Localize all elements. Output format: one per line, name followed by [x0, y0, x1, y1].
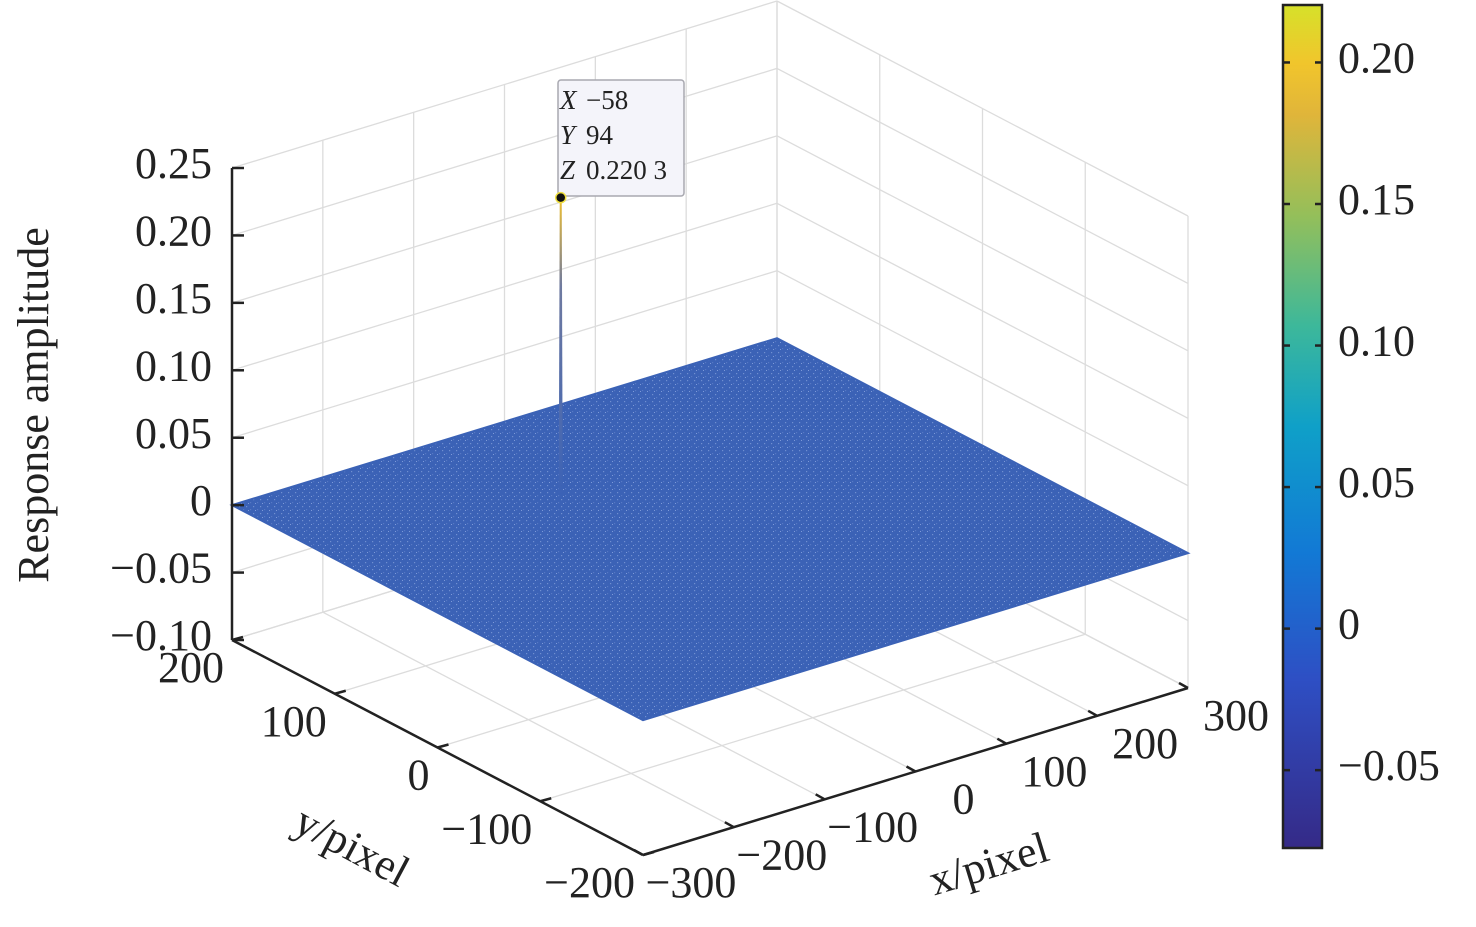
colorbar-tick-label: 0.20 — [1338, 34, 1415, 83]
plot: −0.10−0.0500.050.100.150.200.25−200−1000… — [9, 0, 1440, 907]
x-tick — [1178, 681, 1189, 690]
grid-line — [231, 202, 778, 371]
x-tick — [1087, 709, 1098, 717]
z-tick-label: 0 — [190, 476, 212, 525]
grid-line — [231, 270, 778, 439]
y-tick-label: −200 — [544, 858, 635, 907]
surface — [229, 337, 1191, 722]
y-tick — [642, 850, 655, 857]
x-tick-label: 300 — [1203, 691, 1269, 740]
z-tick-label: 0.10 — [135, 341, 212, 390]
grid-line — [776, 135, 1189, 352]
datatip-key: Y — [560, 120, 578, 150]
x-tick — [724, 821, 735, 829]
x-tick — [633, 848, 644, 857]
colorbar — [1281, 3, 1324, 850]
x-tick-label: −200 — [736, 830, 827, 879]
datatip-key: X — [559, 85, 578, 115]
grid-line — [231, 0, 778, 169]
y-tick-label: −100 — [441, 804, 532, 853]
x-tick-label: 100 — [1021, 747, 1087, 796]
datatip-value: −58 — [586, 85, 628, 115]
x-tick — [996, 737, 1007, 745]
grid-line — [776, 0, 1189, 217]
x-tick — [815, 793, 826, 801]
z-axis-label: Response amplitude — [9, 227, 58, 583]
peak — [558, 197, 563, 495]
z-tick-label: −0.05 — [110, 544, 212, 593]
colorbar-tick-label: 0.15 — [1338, 175, 1415, 224]
grid-line — [776, 67, 1189, 285]
grid-line — [776, 270, 1189, 487]
y-tick — [437, 743, 449, 749]
x-tick-label: −300 — [646, 858, 737, 907]
datatip-point — [554, 191, 567, 204]
grid-line — [776, 202, 1189, 419]
z-tick-label: 0.25 — [135, 139, 212, 188]
z-tick-label: 0.15 — [135, 274, 212, 323]
x-tick-label: 0 — [953, 775, 975, 824]
colorbar-tick-label: −0.05 — [1338, 741, 1440, 790]
z-tick-label: 0.20 — [135, 207, 212, 256]
grid-line — [540, 633, 1086, 802]
colorbar-tick-label: 0.05 — [1338, 458, 1415, 507]
y-tick-label: 200 — [158, 643, 224, 692]
z-tick-label: 0.05 — [135, 409, 212, 458]
y-tick — [231, 635, 244, 642]
y-tick — [539, 797, 552, 803]
y-tick — [334, 689, 347, 695]
datatip-value: 0.220 3 — [586, 155, 667, 185]
z-tick-label: −0.10 — [110, 611, 212, 660]
datatip-box — [557, 79, 685, 197]
x-tick-label: −100 — [827, 802, 918, 851]
grid-line — [231, 67, 778, 237]
colorbar-tick-label: 0.10 — [1338, 317, 1415, 366]
datatip-value: 94 — [586, 120, 614, 150]
x-tick — [905, 765, 917, 773]
x-tick-label: 200 — [1112, 719, 1178, 768]
y-tick-label: 0 — [408, 751, 430, 800]
datatip-key: Z — [560, 155, 576, 185]
grid-line — [231, 135, 778, 304]
y-tick-label: 100 — [261, 697, 327, 746]
y-axis-label: y/pixel — [287, 796, 418, 897]
x-axis-label: x/pixel — [923, 822, 1054, 905]
colorbar-tick-label: 0 — [1338, 600, 1360, 649]
